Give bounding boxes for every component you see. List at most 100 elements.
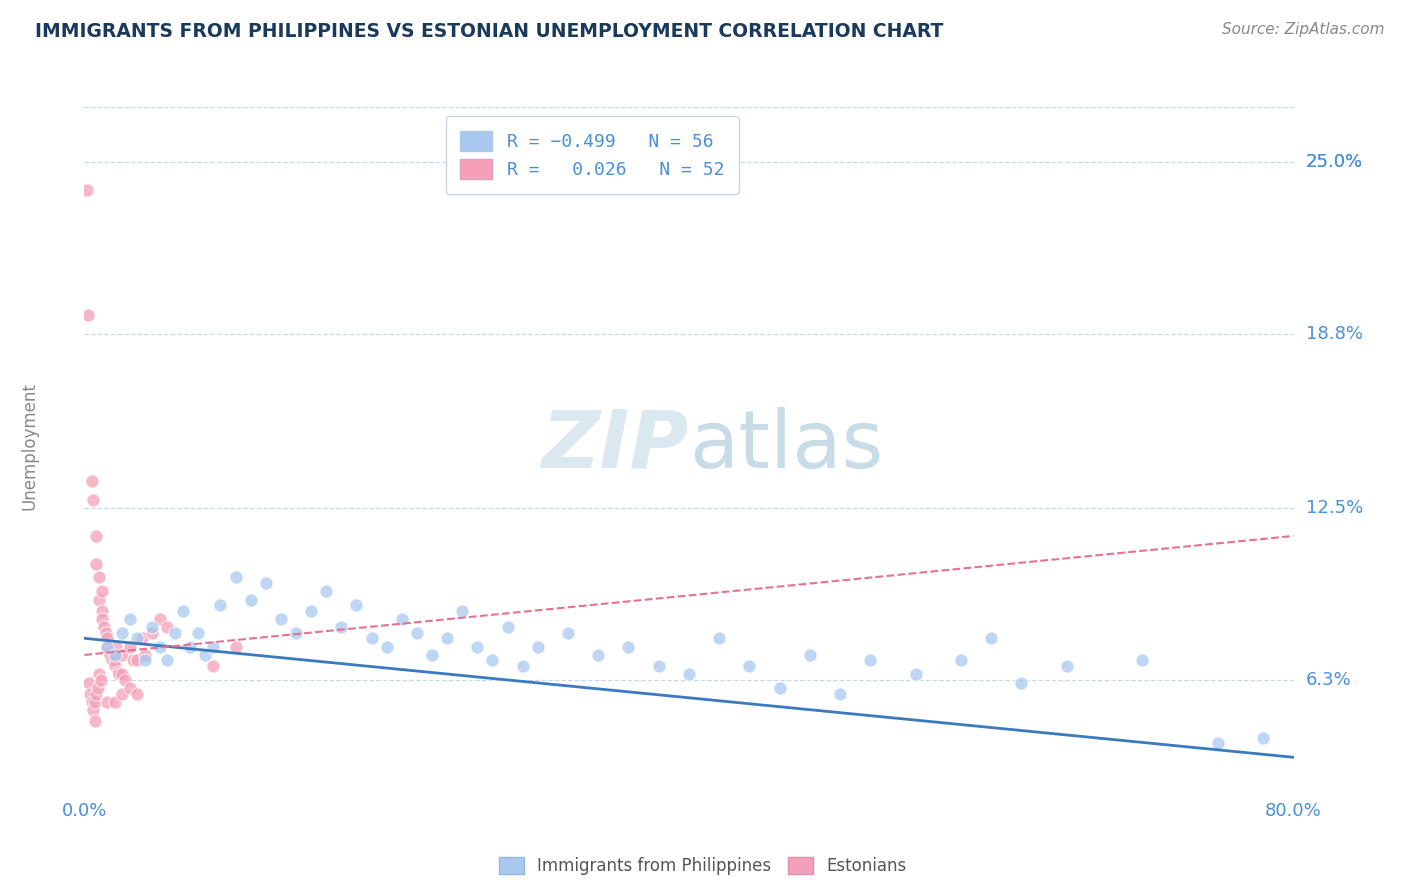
Point xyxy=(77,308,100,322)
Point xyxy=(451,604,474,618)
Point xyxy=(284,625,308,640)
Point xyxy=(93,620,115,634)
Legend: Immigrants from Philippines, Estonians: Immigrants from Philippines, Estonians xyxy=(491,849,915,884)
Point xyxy=(127,687,149,701)
Point xyxy=(121,653,143,667)
Point xyxy=(118,681,141,695)
Point xyxy=(131,632,153,646)
Point xyxy=(709,632,731,646)
Point xyxy=(201,659,224,673)
Point xyxy=(859,653,882,667)
Point xyxy=(360,632,382,646)
Point xyxy=(127,632,149,646)
Point xyxy=(79,687,101,701)
Point xyxy=(330,620,353,634)
Point xyxy=(96,640,118,654)
Point xyxy=(1251,731,1274,745)
Point xyxy=(104,648,127,662)
Point xyxy=(420,648,443,662)
Point xyxy=(225,640,247,654)
Legend: R = −0.499   N = 56, R =   0.026   N = 52: R = −0.499 N = 56, R = 0.026 N = 52 xyxy=(446,116,740,194)
Text: Source: ZipAtlas.com: Source: ZipAtlas.com xyxy=(1222,22,1385,37)
Point xyxy=(769,681,792,695)
Point xyxy=(118,612,141,626)
Text: ZIP: ZIP xyxy=(541,407,689,485)
Text: 12.5%: 12.5% xyxy=(1306,500,1362,517)
Point xyxy=(209,598,232,612)
Point xyxy=(127,653,149,667)
Point xyxy=(165,625,187,640)
Point xyxy=(557,625,579,640)
Point xyxy=(111,667,134,681)
Point xyxy=(89,592,111,607)
Point xyxy=(830,687,852,701)
Point xyxy=(156,653,179,667)
Point xyxy=(141,620,163,634)
Point xyxy=(87,681,110,695)
Point xyxy=(172,604,194,618)
Point xyxy=(375,640,398,654)
Point xyxy=(76,183,98,197)
Point xyxy=(950,653,973,667)
Point xyxy=(904,667,927,681)
Point xyxy=(134,653,156,667)
Point xyxy=(111,625,134,640)
Point xyxy=(100,653,122,667)
Point xyxy=(254,576,277,591)
Point xyxy=(436,632,458,646)
Point xyxy=(194,648,217,662)
Point xyxy=(588,648,610,662)
Point xyxy=(77,675,100,690)
Point xyxy=(114,673,136,687)
Point xyxy=(80,474,103,488)
Point xyxy=(496,620,519,634)
Point xyxy=(89,667,111,681)
Point xyxy=(86,529,108,543)
Point xyxy=(201,640,224,654)
Point xyxy=(105,640,128,654)
Point xyxy=(1056,659,1078,673)
Text: IMMIGRANTS FROM PHILIPPINES VS ESTONIAN UNEMPLOYMENT CORRELATION CHART: IMMIGRANTS FROM PHILIPPINES VS ESTONIAN … xyxy=(35,22,943,41)
Point xyxy=(391,612,413,626)
Point xyxy=(1130,653,1153,667)
Point xyxy=(89,570,111,584)
Point xyxy=(80,695,103,709)
Point xyxy=(187,625,209,640)
Point xyxy=(82,703,104,717)
Point xyxy=(149,612,172,626)
Point xyxy=(84,695,107,709)
Point xyxy=(527,640,550,654)
Point xyxy=(107,665,129,679)
Point xyxy=(91,584,114,599)
Point xyxy=(1010,675,1032,690)
Point xyxy=(980,632,1002,646)
Point xyxy=(108,667,131,681)
Text: 25.0%: 25.0% xyxy=(1306,153,1362,171)
Point xyxy=(96,632,118,646)
Point xyxy=(225,570,247,584)
Point xyxy=(617,640,640,654)
Point xyxy=(97,645,120,659)
Point xyxy=(96,640,118,654)
Point xyxy=(82,492,104,507)
Text: Unemployment: Unemployment xyxy=(21,382,39,510)
Point xyxy=(141,625,163,640)
Point xyxy=(738,659,761,673)
Point xyxy=(346,598,368,612)
Text: atlas: atlas xyxy=(689,407,883,485)
Point xyxy=(406,625,429,640)
Point xyxy=(91,612,114,626)
Point xyxy=(1206,736,1229,750)
Point xyxy=(799,648,821,662)
Point xyxy=(239,592,262,607)
Point xyxy=(118,640,141,654)
Point xyxy=(86,687,108,701)
Text: 6.3%: 6.3% xyxy=(1306,671,1351,689)
Text: 18.8%: 18.8% xyxy=(1306,325,1362,343)
Point xyxy=(98,648,121,662)
Point xyxy=(91,604,114,618)
Point xyxy=(104,659,127,673)
Point xyxy=(111,687,134,701)
Text: 25.0%: 25.0% xyxy=(1306,153,1362,171)
Point xyxy=(84,714,107,729)
